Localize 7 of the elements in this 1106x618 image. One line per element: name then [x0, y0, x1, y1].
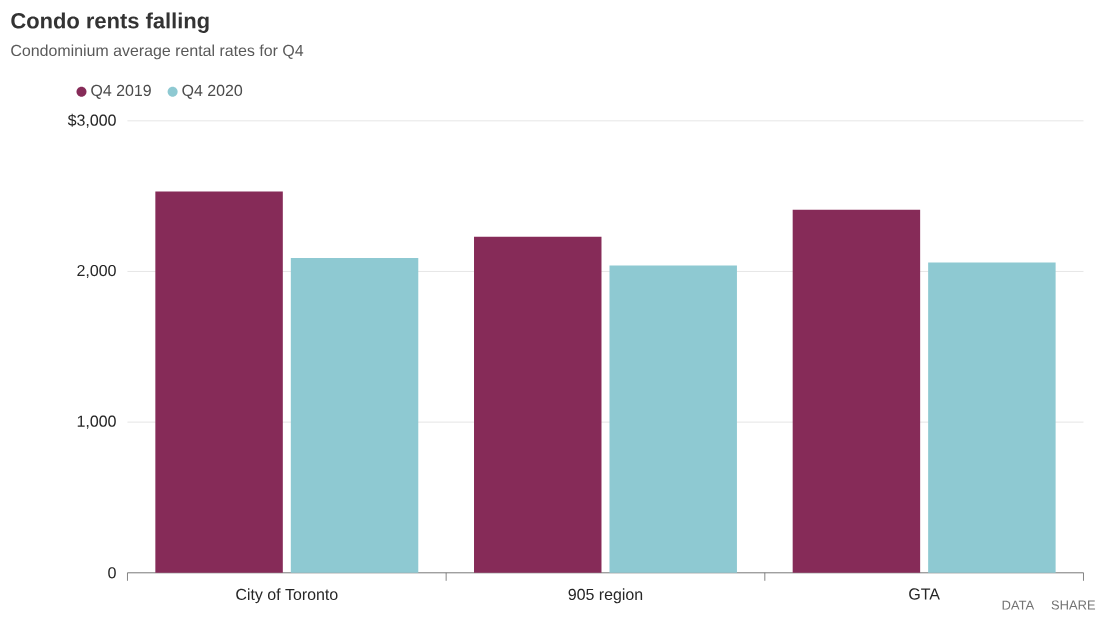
bar [792, 209, 921, 573]
bar [155, 191, 283, 573]
chart-title: Condo rents falling [11, 12, 209, 33]
bar [928, 262, 1056, 573]
bar [474, 236, 602, 573]
bar [609, 265, 737, 573]
bar [290, 257, 419, 573]
